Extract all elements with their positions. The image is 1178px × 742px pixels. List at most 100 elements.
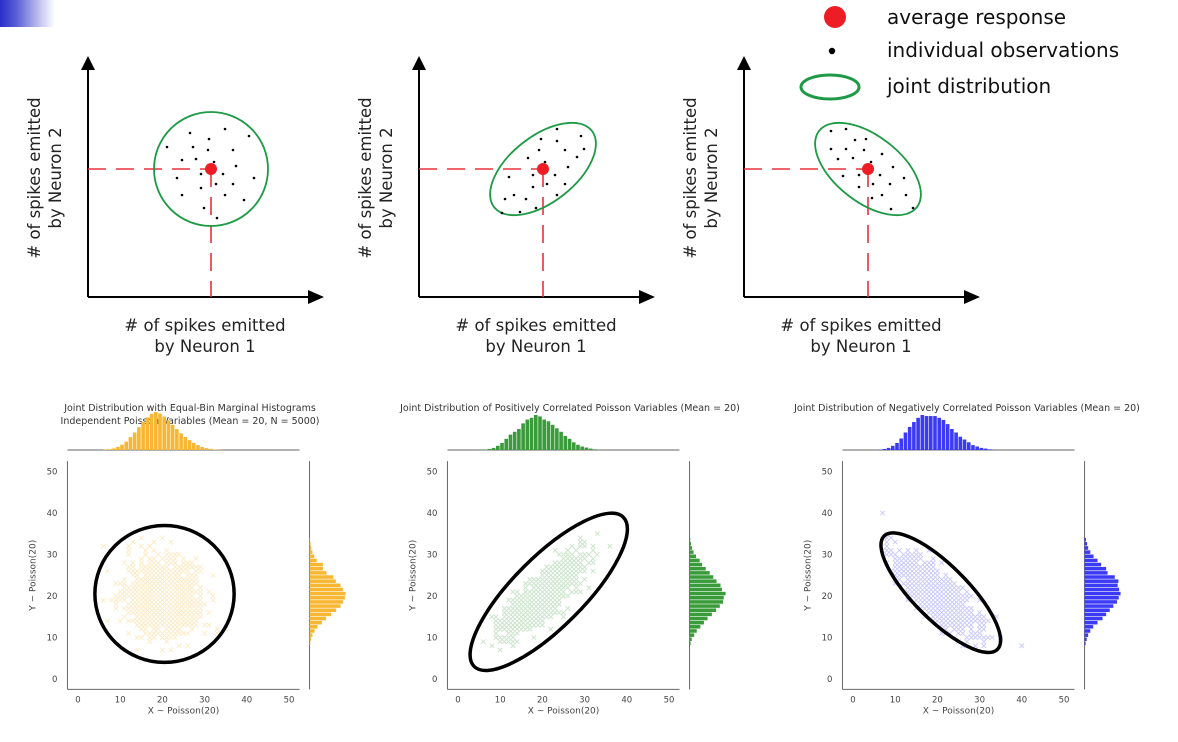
scatter-point — [121, 581, 127, 587]
scatter-point — [964, 593, 970, 599]
observation-dot — [512, 193, 516, 197]
scatter-point — [189, 601, 195, 607]
x-tick-label: 50 — [284, 695, 295, 705]
scatter-point — [913, 593, 919, 599]
scatter-point — [168, 647, 174, 653]
marginal-y-bar — [309, 558, 317, 563]
scatter-point — [126, 564, 132, 570]
scatter-point — [535, 605, 541, 611]
scatter-point — [981, 634, 987, 641]
y-tick-label: 10 — [822, 634, 833, 644]
scatter-point — [922, 568, 928, 574]
observation-dot — [175, 176, 179, 180]
scatter-point — [905, 547, 911, 553]
marginal-x-bar — [500, 443, 504, 450]
scatter-point — [960, 585, 966, 591]
scatter-point — [888, 551, 894, 558]
scatter-point — [905, 576, 911, 582]
marginal-y-bar — [689, 591, 726, 596]
scatter-point — [552, 601, 558, 607]
scatter-point — [913, 551, 919, 558]
scatter-point — [185, 581, 191, 587]
scatter-point — [981, 639, 987, 645]
scatter-point — [531, 605, 537, 611]
scatter-point — [510, 618, 516, 624]
marginal-y-bar — [309, 583, 341, 588]
scatter-point — [560, 589, 567, 595]
scatter-point — [884, 551, 890, 558]
y-tick-label: 0 — [52, 675, 57, 685]
scatter-point — [164, 626, 170, 632]
scatter-point — [180, 581, 187, 587]
scatter-point — [594, 551, 600, 558]
scatter-point — [909, 581, 915, 587]
scatter-point — [527, 626, 533, 632]
observation-dot — [555, 127, 559, 131]
scatter-point — [939, 589, 945, 595]
scatter-point — [918, 589, 924, 595]
marginal-x-bar — [153, 412, 158, 450]
scatter-point — [560, 593, 567, 599]
scatter-point — [168, 576, 174, 582]
scatter-point — [189, 593, 195, 599]
y-tick-label: 50 — [822, 468, 833, 478]
scatter-point — [594, 531, 600, 537]
scatter-point — [138, 568, 144, 574]
scatter-point — [159, 564, 165, 570]
scatter-point — [955, 593, 962, 599]
scatter-point — [934, 610, 940, 616]
x-tick-label: 30 — [199, 695, 210, 705]
y-tick-label: 30 — [427, 551, 438, 561]
scatter-point — [548, 593, 554, 599]
scatter-point — [147, 639, 153, 645]
scatter-point — [151, 614, 157, 620]
scatter-outlier-point — [1019, 643, 1025, 649]
scatter-point — [560, 585, 567, 591]
scatter-point — [560, 560, 567, 566]
marginal-x-bar — [555, 428, 559, 450]
scatter-point — [189, 576, 195, 582]
scatter-point — [493, 634, 499, 641]
joint-chart-negative: Joint Distribution of Negatively Correla… — [793, 403, 1140, 716]
scatter-point — [934, 585, 940, 591]
scatter-point — [943, 593, 949, 599]
scatter-point — [556, 576, 562, 582]
scatter-point — [189, 622, 195, 628]
scatter-point — [913, 560, 919, 566]
scatter-point — [501, 618, 507, 624]
marginal-x-bar — [145, 417, 150, 450]
marginal-x-bar — [563, 436, 568, 450]
scatter-point — [560, 614, 567, 620]
scatter-point — [964, 605, 970, 611]
scatter-point — [143, 597, 149, 603]
confidence-ellipse — [879, 531, 1003, 655]
scatter-point — [168, 589, 174, 595]
scatter-point — [565, 585, 571, 591]
scatter-point — [143, 618, 149, 624]
observation-dot — [206, 148, 210, 152]
scatter-point — [989, 634, 995, 641]
scatter-point — [510, 626, 516, 632]
scatter-point — [544, 593, 550, 599]
scatter-point — [560, 556, 567, 562]
schematic-row: # of spikes emitted by Neuron 1 # of spike… — [25, 56, 980, 356]
scatter-point — [126, 585, 132, 591]
scatter-point — [143, 551, 149, 558]
marginal-x-bar — [512, 431, 517, 450]
x-tick-label: 20 — [932, 695, 943, 705]
scatter-point — [531, 634, 537, 641]
scatter-point — [955, 630, 962, 636]
scatter-point — [189, 564, 195, 570]
scatter-point — [121, 593, 127, 599]
scatter-point — [896, 576, 902, 582]
scatter-point — [565, 572, 571, 578]
scatter-point — [147, 605, 153, 611]
scatter-point — [934, 589, 940, 595]
scatter-point — [164, 589, 170, 595]
scatter-point — [943, 622, 949, 628]
scatter-point — [206, 589, 212, 595]
scatter-point — [939, 601, 945, 607]
scatter-point — [134, 589, 140, 595]
scatter-point — [573, 589, 579, 595]
scatter-point — [552, 568, 558, 574]
